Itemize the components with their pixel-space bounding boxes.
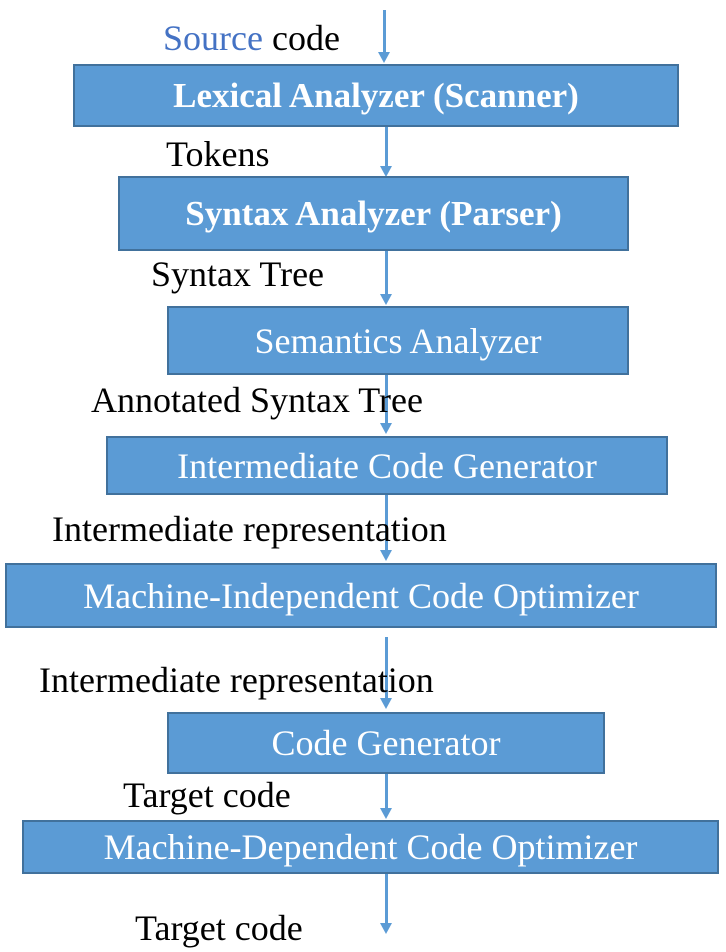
syntax-analyzer-box: Syntax Analyzer (Parser)	[118, 176, 629, 251]
source-word: Source	[163, 18, 263, 58]
flow-arrow	[380, 251, 392, 305]
edge-label-syntax-tree: Syntax Tree	[151, 254, 325, 294]
machine-dependent-optimizer-box: Machine-Dependent Code Optimizer	[22, 820, 719, 874]
flow-arrow	[380, 375, 392, 434]
edge-label-tokens: Tokens	[166, 134, 270, 174]
semantics-analyzer-box: Semantics Analyzer	[167, 306, 629, 375]
flow-arrow	[380, 637, 392, 709]
flow-arrow	[380, 127, 392, 177]
machine-independent-optimizer-box: Machine-Independent Code Optimizer	[5, 563, 717, 628]
code-word: code	[262, 18, 340, 58]
code-generator-box: Code Generator	[167, 712, 605, 774]
flow-arrow	[378, 10, 390, 63]
lexical-analyzer-box: Lexical Analyzer (Scanner)	[73, 64, 679, 127]
edge-label-intermediate-representation: Intermediate representation	[39, 660, 434, 700]
edge-label-intermediate-representation: Intermediate representation	[52, 509, 447, 549]
flow-arrow	[380, 874, 392, 934]
flow-arrow	[380, 495, 392, 561]
intermediate-code-generator-box: Intermediate Code Generator	[106, 436, 668, 495]
flow-arrow	[380, 774, 392, 819]
source-code-label: Source code	[163, 20, 340, 56]
edge-label-annotated-syntax-tree: Annotated Syntax Tree	[91, 380, 423, 420]
edge-label-target-code: Target code	[135, 908, 303, 948]
edge-label-target-code: Target code	[123, 775, 291, 815]
